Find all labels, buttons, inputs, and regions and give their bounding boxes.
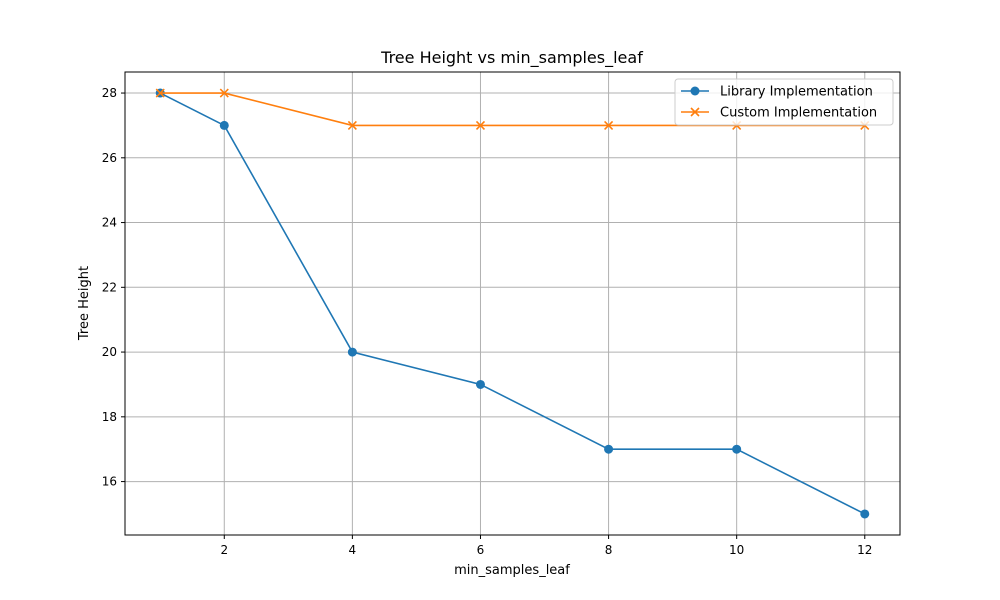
legend-label: Custom Implementation	[720, 106, 877, 121]
data-point	[860, 509, 870, 519]
data-point	[475, 379, 485, 389]
data-point	[219, 88, 229, 98]
y-tick-label: 24	[102, 216, 117, 230]
x-tick-label: 8	[605, 543, 613, 557]
y-axis-label: Tree Height	[77, 266, 92, 341]
legend-box	[674, 78, 894, 126]
data-point	[475, 120, 486, 130]
data-point	[219, 120, 229, 130]
grid	[125, 72, 900, 535]
data-point	[347, 120, 357, 130]
plot-frame	[124, 71, 901, 536]
legend-label: Library Implementation	[720, 85, 873, 100]
x-tick-label: 6	[477, 543, 485, 557]
legend-marker	[690, 86, 700, 96]
data-point	[604, 120, 614, 130]
data-point	[732, 444, 742, 454]
x-tick-label: 4	[349, 543, 357, 557]
y-tick-label: 28	[102, 86, 117, 100]
x-tick-label: 10	[729, 543, 744, 557]
x-tick-label: 2	[220, 543, 228, 557]
y-tick-label: 22	[102, 280, 117, 294]
legend: Library Implementation Custom Implementat…	[674, 78, 894, 126]
data-point	[155, 88, 165, 98]
x-tick-label: 12	[857, 543, 872, 557]
y-tick-label: 20	[102, 345, 117, 359]
legend-marker	[690, 107, 700, 117]
y-tick-label: 16	[102, 475, 117, 489]
x-axis-label: min_samples_leaf	[454, 563, 570, 578]
data-point	[604, 444, 614, 454]
data-point	[347, 347, 357, 357]
chart-title: Tree Height vs min_samples_leaf	[380, 48, 643, 68]
y-tick-label: 18	[102, 410, 117, 424]
y-tick-label: 26	[102, 151, 117, 165]
